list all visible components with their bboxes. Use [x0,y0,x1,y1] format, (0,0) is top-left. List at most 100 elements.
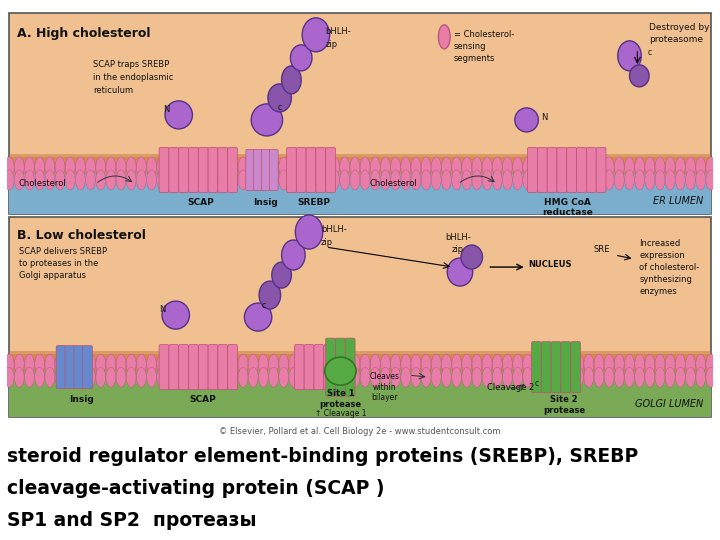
Ellipse shape [635,157,644,177]
Ellipse shape [86,170,96,190]
Text: to proteases in the: to proteases in the [19,259,99,268]
Ellipse shape [421,367,431,387]
FancyBboxPatch shape [571,342,580,393]
Ellipse shape [564,354,573,374]
Ellipse shape [126,170,136,190]
FancyBboxPatch shape [159,345,169,390]
Ellipse shape [574,170,583,190]
Ellipse shape [310,354,319,374]
Ellipse shape [228,170,238,190]
Ellipse shape [451,157,462,177]
Ellipse shape [462,367,472,387]
FancyBboxPatch shape [228,345,238,390]
Ellipse shape [157,354,166,374]
Ellipse shape [624,157,634,177]
Ellipse shape [696,367,706,387]
Ellipse shape [300,354,309,374]
FancyBboxPatch shape [304,345,314,390]
Text: SRE: SRE [593,245,610,254]
Ellipse shape [55,157,65,177]
Ellipse shape [187,354,197,374]
Ellipse shape [147,367,156,387]
Text: B. Low cholesterol: B. Low cholesterol [17,229,146,242]
Ellipse shape [162,301,189,329]
Ellipse shape [533,157,543,177]
Text: Insig: Insig [253,198,279,207]
Ellipse shape [330,170,339,190]
Bar [9,157,711,175]
FancyBboxPatch shape [189,345,198,390]
Ellipse shape [618,41,642,71]
Ellipse shape [655,170,665,190]
Ellipse shape [381,157,390,177]
Ellipse shape [86,354,96,374]
Ellipse shape [167,157,177,177]
Ellipse shape [381,170,390,190]
Text: Insig: Insig [69,395,94,404]
Ellipse shape [258,367,269,387]
Ellipse shape [543,354,553,374]
Text: Cholesterol: Cholesterol [19,179,67,188]
FancyBboxPatch shape [324,345,333,390]
Ellipse shape [207,157,217,177]
Ellipse shape [157,170,166,190]
Ellipse shape [401,170,410,190]
Ellipse shape [14,157,24,177]
FancyBboxPatch shape [297,147,306,192]
Ellipse shape [554,157,563,177]
Ellipse shape [574,157,583,177]
Ellipse shape [696,354,706,374]
Text: c: c [278,103,282,112]
Ellipse shape [300,170,309,190]
FancyBboxPatch shape [228,147,238,192]
Text: Destroyed by: Destroyed by [649,23,710,32]
Text: enzymes: enzymes [639,287,677,296]
Text: c: c [262,301,266,309]
Ellipse shape [706,367,716,387]
Ellipse shape [218,354,228,374]
Ellipse shape [441,367,451,387]
Ellipse shape [279,354,289,374]
Bar [9,351,711,367]
Ellipse shape [523,157,533,177]
Ellipse shape [624,170,634,190]
Ellipse shape [655,367,665,387]
Text: in the endoplasmic: in the endoplasmic [94,73,174,83]
Ellipse shape [35,170,45,190]
Ellipse shape [86,367,96,387]
Ellipse shape [258,170,269,190]
Text: expression: expression [639,251,685,260]
Ellipse shape [289,170,299,190]
Ellipse shape [218,157,228,177]
Ellipse shape [96,354,106,374]
Ellipse shape [4,157,14,177]
Ellipse shape [207,170,217,190]
Ellipse shape [177,367,187,387]
FancyBboxPatch shape [314,345,324,390]
Ellipse shape [614,157,624,177]
Ellipse shape [482,367,492,387]
Ellipse shape [472,354,482,374]
FancyBboxPatch shape [179,147,189,192]
Ellipse shape [295,215,323,249]
Ellipse shape [492,157,502,177]
FancyBboxPatch shape [261,150,270,191]
Text: = Cholesterol-: = Cholesterol- [454,30,515,39]
Ellipse shape [441,157,451,177]
Ellipse shape [45,157,55,177]
Text: Cleavage 2: Cleavage 2 [487,383,535,391]
Ellipse shape [360,354,370,374]
Ellipse shape [513,354,523,374]
Ellipse shape [685,157,696,177]
Ellipse shape [66,157,75,177]
Ellipse shape [147,354,156,374]
Text: SP1 and SP2  протеазы: SP1 and SP2 протеазы [7,511,257,530]
Ellipse shape [451,170,462,190]
FancyBboxPatch shape [306,147,316,192]
Text: SCAP traps SREBP: SCAP traps SREBP [94,60,170,69]
Ellipse shape [126,157,136,177]
Ellipse shape [391,170,400,190]
Ellipse shape [685,170,696,190]
Ellipse shape [238,157,248,177]
Ellipse shape [300,157,309,177]
